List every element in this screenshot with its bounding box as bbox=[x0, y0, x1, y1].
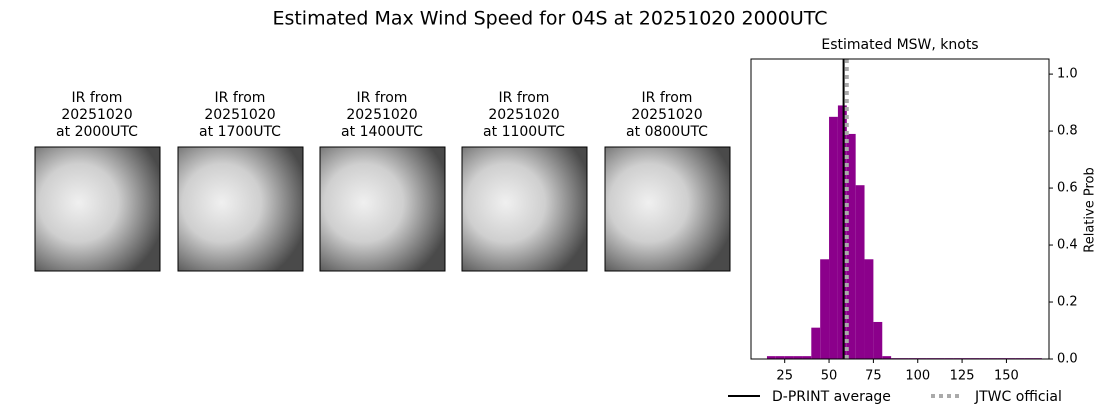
panel-title: 20251020 bbox=[488, 107, 559, 123]
panel-title: at 1700UTC bbox=[199, 124, 281, 140]
bar bbox=[784, 356, 794, 359]
legend-label: JTWC official bbox=[974, 389, 1062, 405]
bar bbox=[793, 356, 803, 359]
panel-title: 20251020 bbox=[346, 107, 417, 123]
panel-title: IR from bbox=[642, 90, 693, 106]
figure-title: Estimated Max Wind Speed for 04S at 2025… bbox=[272, 8, 827, 30]
bar bbox=[873, 321, 883, 359]
x-tick-label: 150 bbox=[994, 369, 1019, 384]
x-tick-label: 50 bbox=[821, 369, 838, 384]
panel-title: 20251020 bbox=[61, 107, 132, 123]
panel-title: at 0800UTC bbox=[626, 124, 708, 140]
panel-title: IR from bbox=[72, 90, 123, 106]
y-tick-label: 0.8 bbox=[1057, 124, 1078, 139]
x-tick-label: 125 bbox=[950, 369, 975, 384]
panel-title: 20251020 bbox=[631, 107, 702, 123]
ir-image bbox=[319, 146, 446, 272]
bar bbox=[882, 356, 892, 359]
y-tick-label: 1.0 bbox=[1057, 67, 1078, 82]
bar bbox=[846, 133, 856, 359]
bar bbox=[829, 116, 838, 360]
chart-title: Estimated MSW, knots bbox=[821, 37, 978, 53]
x-tick-label: 75 bbox=[865, 369, 882, 384]
ir-image bbox=[461, 146, 588, 272]
panel-title: 20251020 bbox=[204, 107, 275, 123]
y-tick-label: 0.0 bbox=[1057, 352, 1078, 367]
bar bbox=[766, 356, 776, 359]
ir-image bbox=[177, 146, 304, 272]
y-tick-label: 0.2 bbox=[1057, 295, 1078, 310]
y-tick-label: 0.4 bbox=[1057, 238, 1078, 253]
ir-image bbox=[604, 146, 731, 272]
panel-title: IR from bbox=[357, 90, 408, 106]
panel-title: IR from bbox=[499, 90, 550, 106]
bar bbox=[855, 185, 865, 359]
bar bbox=[811, 327, 821, 359]
panel-title: at 1100UTC bbox=[483, 124, 565, 140]
ir-image bbox=[34, 146, 161, 272]
x-tick-label: 100 bbox=[905, 369, 930, 384]
x-tick-label: 25 bbox=[776, 369, 793, 384]
panel-title: IR from bbox=[215, 90, 266, 106]
legend-label: D-PRINT average bbox=[772, 389, 891, 405]
y-tick-label: 0.6 bbox=[1057, 181, 1078, 196]
bar bbox=[820, 259, 830, 359]
panel-title: at 1400UTC bbox=[341, 124, 423, 140]
y-axis-label: Relative Prob bbox=[1083, 167, 1098, 252]
bar bbox=[864, 259, 874, 359]
bar bbox=[837, 105, 847, 359]
plot-frame bbox=[750, 58, 1050, 360]
panel-title: at 2000UTC bbox=[56, 124, 138, 140]
bar bbox=[775, 356, 785, 359]
bar bbox=[802, 356, 812, 359]
